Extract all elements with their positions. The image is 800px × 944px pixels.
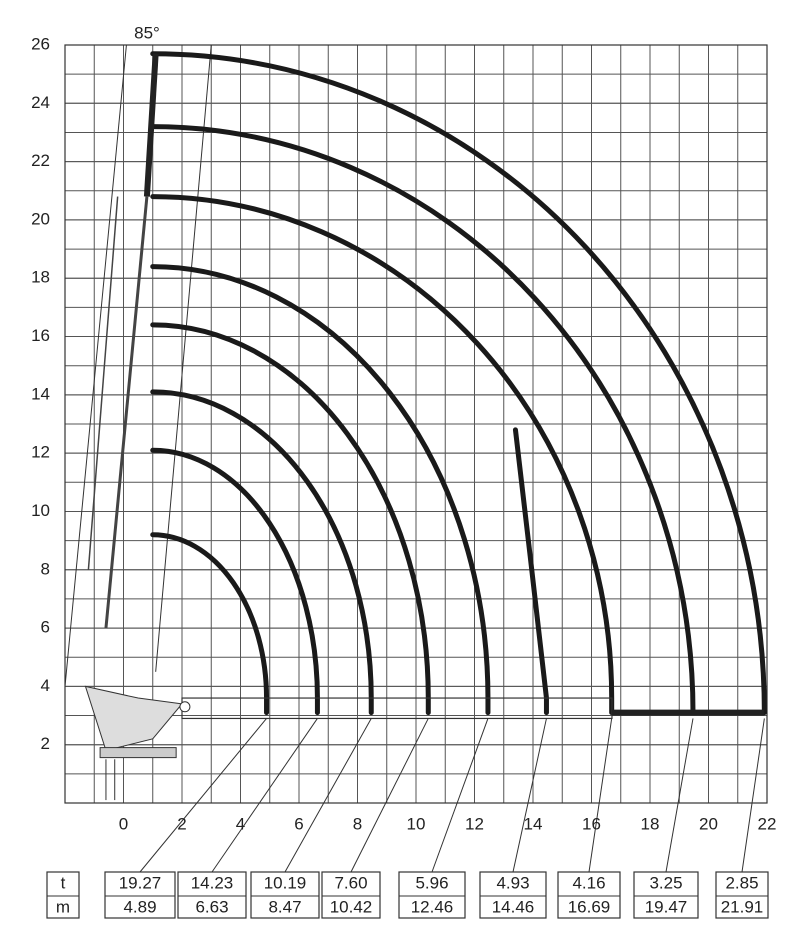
y-tick-label: 18	[31, 268, 50, 287]
leader-line	[350, 718, 429, 873]
table-box	[398, 871, 466, 919]
reach: 19.47	[645, 897, 688, 916]
table-box	[479, 871, 547, 919]
reach: 16.69	[568, 897, 611, 916]
reach: 21.91	[721, 897, 764, 916]
envelope	[155, 44, 212, 672]
y-tick-label: 16	[31, 326, 50, 345]
reach: 6.63	[195, 897, 228, 916]
leader-line	[665, 718, 694, 873]
y-tick-label: 26	[31, 34, 50, 53]
table-box	[715, 871, 769, 919]
capacity: 3.25	[649, 873, 682, 892]
reach: 8.47	[268, 897, 301, 916]
y-tick-label: 22	[31, 151, 50, 170]
table-box	[104, 871, 176, 919]
table-box	[557, 871, 621, 919]
load-curve	[150, 447, 320, 716]
load-curve	[150, 532, 270, 716]
crane-base	[84, 685, 183, 752]
load-curve	[150, 194, 615, 716]
y-tick-label: 24	[31, 93, 50, 112]
boom	[87, 196, 119, 570]
x-tick-label: 12	[465, 814, 484, 833]
y-tick-label: 14	[31, 384, 50, 403]
reach: 12.46	[411, 897, 454, 916]
x-tick-label: 14	[524, 814, 543, 833]
leader-line	[741, 718, 765, 873]
boom	[104, 196, 149, 629]
row-label: t	[61, 873, 66, 892]
table-box	[46, 871, 80, 919]
envelope	[64, 44, 127, 687]
table-box	[321, 871, 381, 919]
leader-line	[284, 718, 372, 873]
row-label: m	[56, 897, 70, 916]
capacity: 4.93	[496, 873, 529, 892]
capacity: 4.16	[572, 873, 605, 892]
leader-line	[431, 718, 489, 873]
reach: 10.42	[330, 897, 373, 916]
table-box	[177, 871, 247, 919]
load-curve	[150, 51, 767, 716]
leader-line	[211, 718, 318, 873]
x-tick-label: 6	[294, 814, 303, 833]
leader-line	[139, 718, 267, 873]
x-tick-label: 20	[699, 814, 718, 833]
x-tick-label: 10	[407, 814, 426, 833]
capacity: 5.96	[415, 873, 448, 892]
x-tick-label: 0	[119, 814, 128, 833]
y-tick-label: 4	[41, 676, 50, 695]
table-box	[633, 871, 699, 919]
y-tick-label: 6	[41, 618, 50, 637]
boom	[143, 53, 159, 197]
pivot	[179, 701, 191, 713]
x-tick-label: 2	[177, 814, 186, 833]
load-curve	[150, 389, 374, 716]
reach: 14.46	[492, 897, 535, 916]
x-tick-label: 16	[582, 814, 601, 833]
x-tick-label: 18	[641, 814, 660, 833]
leader-line	[512, 718, 547, 873]
load-curve	[150, 124, 696, 716]
y-tick-label: 2	[41, 734, 50, 753]
angle-label: 85°	[134, 23, 160, 42]
y-tick-label: 20	[31, 209, 50, 228]
y-tick-label: 10	[31, 501, 50, 520]
capacity: 2.85	[725, 873, 758, 892]
capacity: 19.27	[119, 873, 162, 892]
plot-frame	[64, 44, 768, 804]
load-curve	[150, 264, 491, 716]
capacity: 10.19	[264, 873, 307, 892]
y-tick-label: 12	[31, 443, 50, 462]
load-curve	[512, 427, 549, 716]
crane-base	[99, 747, 177, 759]
capacity: 7.60	[334, 873, 367, 892]
capacity: 14.23	[191, 873, 234, 892]
leader-line	[588, 718, 613, 873]
x-tick-label: 4	[236, 814, 245, 833]
reach: 4.89	[123, 897, 156, 916]
y-tick-label: 8	[41, 559, 50, 578]
table-box	[250, 871, 320, 919]
x-tick-label: 22	[758, 814, 777, 833]
load-curve	[150, 322, 431, 716]
x-tick-label: 8	[353, 814, 362, 833]
